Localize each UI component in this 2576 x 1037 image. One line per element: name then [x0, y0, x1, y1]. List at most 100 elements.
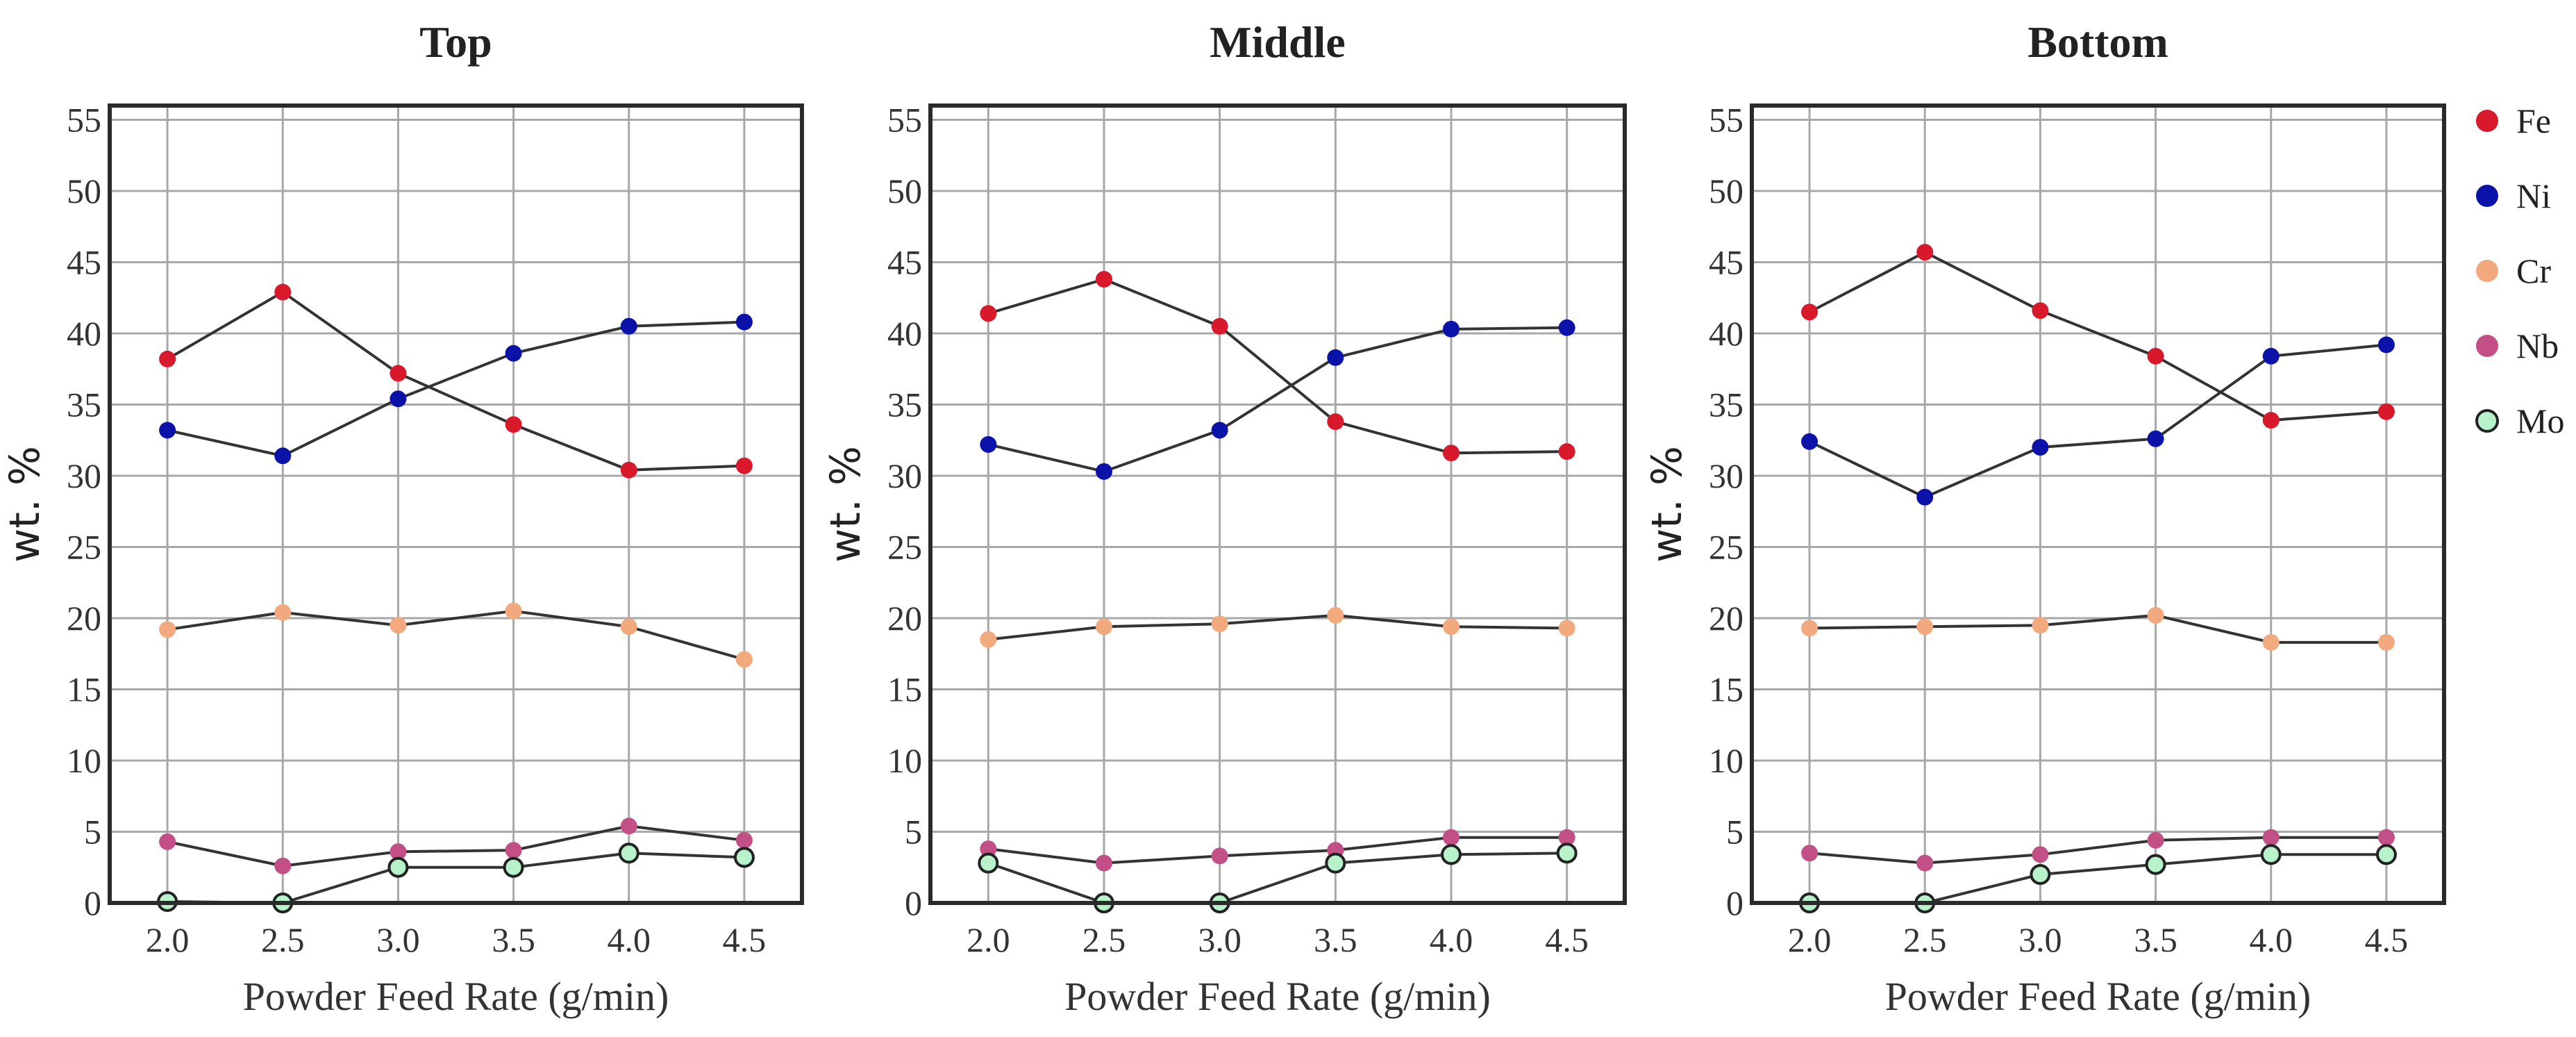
data-point-ni — [274, 447, 292, 465]
grid — [930, 106, 1625, 904]
data-point-ni — [159, 422, 176, 439]
y-axis-label: wt. % — [1, 446, 49, 563]
data-point-mo — [503, 856, 524, 878]
x-tick-label: 3.0 — [376, 920, 420, 959]
y-tick-label: 40 — [887, 314, 922, 353]
data-point-fe — [1443, 445, 1460, 462]
data-point-ni — [1801, 433, 1818, 450]
legend-label: Fe — [2516, 101, 2551, 140]
y-tick-label: 10 — [1709, 741, 1743, 780]
series-line-cr — [167, 609, 745, 661]
data-point-cr — [159, 621, 176, 638]
chart-title: Bottom — [2027, 17, 2168, 67]
data-point-nb — [1443, 829, 1460, 846]
legend-item-fe: Fe — [2476, 101, 2551, 140]
data-point-cr — [2032, 617, 2049, 634]
data-point-ni — [620, 317, 637, 335]
series-cr — [159, 602, 753, 668]
data-point-nb — [2262, 829, 2280, 846]
x-tick-label: 2.0 — [967, 920, 1010, 959]
plot-area — [1752, 106, 2444, 903]
y-tick-label: 50 — [887, 172, 922, 210]
y-tick-label: 20 — [1709, 599, 1743, 638]
data-point-nb — [1211, 847, 1228, 865]
x-tick-label: 3.5 — [492, 920, 535, 959]
y-tick-label: 15 — [67, 670, 101, 709]
data-point-nb — [505, 842, 522, 859]
series-nb — [159, 818, 753, 874]
data-point-cr — [505, 602, 522, 620]
y-tick-label: 30 — [1709, 456, 1743, 495]
series-cr — [980, 606, 1575, 648]
y-tick-label: 25 — [67, 528, 101, 567]
y-tick-label: 15 — [887, 670, 922, 709]
data-point-nb — [159, 833, 176, 850]
y-tick-label: 0 — [84, 883, 101, 922]
x-tick-label: 2.5 — [1903, 920, 1947, 959]
legend: Fe Ni Cr Nb Mo — [2475, 101, 2564, 440]
x-tick-label: 2.0 — [1788, 920, 1832, 959]
series-line-mo — [987, 852, 1567, 904]
data-point-ni — [2147, 430, 2164, 447]
data-point-fe — [1327, 413, 1344, 431]
plot-frame — [928, 103, 1627, 905]
data-point-mo — [2260, 844, 2282, 865]
data-point-fe — [1558, 443, 1575, 461]
y-tick-label: 0 — [905, 883, 922, 922]
x-tick-label: 2.5 — [261, 920, 305, 959]
data-point-fe — [390, 365, 407, 382]
data-point-cr — [390, 617, 407, 634]
x-tick-label: 4.0 — [1430, 920, 1473, 959]
data-point-mo — [387, 856, 409, 878]
data-point-mo — [2030, 864, 2051, 885]
data-point-cr — [735, 651, 753, 668]
x-tick-label: 4.5 — [2365, 920, 2409, 959]
data-point-mo — [618, 843, 639, 864]
data-point-fe — [505, 416, 522, 433]
y-tick-label: 45 — [887, 243, 922, 282]
grid — [110, 106, 802, 904]
data-point-fe — [2262, 412, 2280, 429]
x-tick-label: 4.0 — [608, 920, 651, 959]
chart-panel-middle: 0 5 10 15 20 25 30 35 40 45 50 55 2.0 2.5 3.0 3.5 4.0 4.5… — [821, 17, 1627, 1019]
data-point-cr — [1211, 615, 1228, 633]
legend-label: Mo — [2516, 401, 2564, 440]
legend-label: Nb — [2516, 326, 2559, 365]
data-point-ni — [1211, 422, 1228, 439]
data-point-fe — [1211, 317, 1228, 335]
data-point-cr — [1327, 606, 1344, 624]
y-tick-label: 10 — [887, 741, 922, 780]
legend-label: Cr — [2516, 251, 2551, 290]
data-point-mo — [733, 847, 755, 868]
y-tick-label: 10 — [67, 741, 101, 780]
series-line-cr — [1809, 613, 2386, 644]
y-tick-label: 40 — [67, 314, 101, 353]
data-point-ni — [1443, 320, 1460, 338]
legend-item-mo: Mo — [2475, 401, 2564, 440]
data-point-mo — [1556, 843, 1578, 864]
legend-marker-cr — [2476, 260, 2498, 282]
data-point-fe — [1916, 244, 1934, 261]
y-tick-label: 20 — [887, 599, 922, 638]
y-axis-label: wt. % — [821, 446, 870, 563]
legend-item-nb: Nb — [2476, 326, 2559, 365]
chart-panel-bottom: 0 5 10 15 20 25 30 35 40 45 50 55 2.0 2.5 3.0 3.5 4.0 4.5… — [1643, 17, 2446, 1019]
series-ni — [980, 319, 1575, 480]
data-point-nb — [1801, 845, 1818, 862]
data-point-cr — [980, 631, 997, 648]
data-point-fe — [1801, 304, 1818, 321]
data-point-cr — [2377, 633, 2395, 651]
x-axis-label: Powder Feed Rate (g/min) — [1064, 974, 1491, 1019]
y-tick-label: 55 — [1709, 101, 1743, 140]
data-point-ni — [735, 313, 753, 331]
x-tick-label: 4.5 — [1545, 920, 1589, 959]
series-fe — [159, 283, 753, 479]
plot-frame — [108, 103, 804, 905]
data-point-mo — [1441, 844, 1462, 865]
data-point-nb — [2377, 829, 2395, 846]
plot-frame — [1750, 103, 2446, 905]
legend-marker-ni — [2476, 185, 2498, 207]
data-point-cr — [1558, 620, 1575, 637]
y-tick-label: 20 — [67, 599, 101, 638]
series-fe — [980, 271, 1575, 462]
